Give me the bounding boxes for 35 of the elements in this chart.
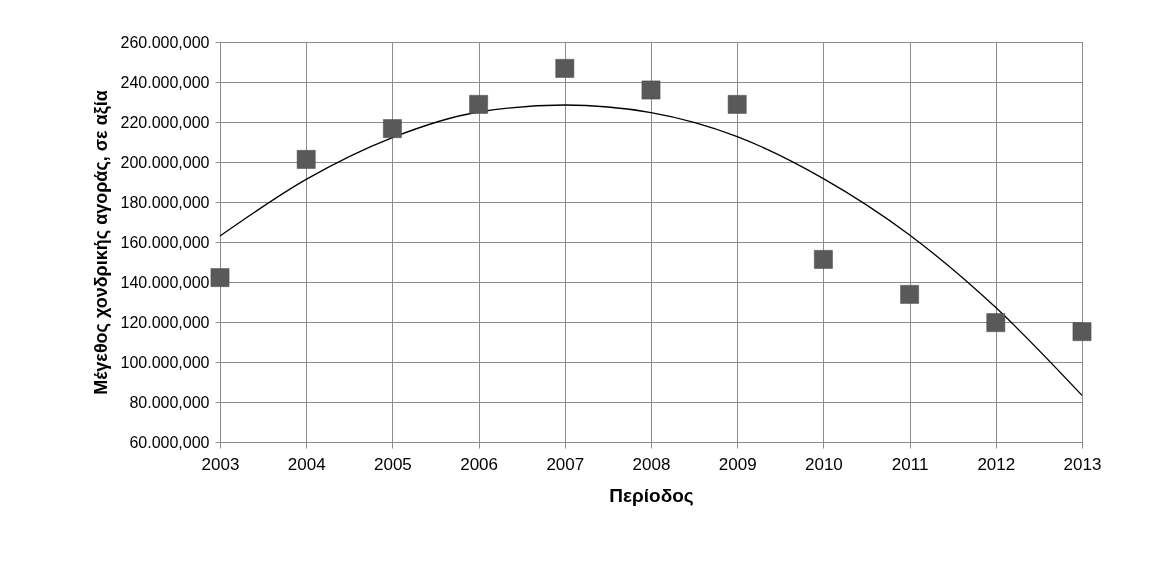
y-tick-label: 260.000,000: [120, 33, 210, 51]
x-tick-label: 2013: [1063, 454, 1102, 474]
x-tick-label: 2012: [977, 454, 1016, 474]
x-tick-label: 2010: [804, 454, 843, 474]
point: [383, 119, 402, 138]
point: [210, 268, 230, 287]
y-tick-label: 220.000,000: [120, 113, 210, 131]
point: [814, 250, 833, 269]
x-tick-label: 2011: [891, 454, 929, 474]
x-tick-label: 2007: [546, 454, 585, 474]
x-tick-label: 2008: [632, 454, 671, 474]
x-tick-label: 2005: [373, 454, 412, 474]
x-tick-label: 2003: [201, 454, 240, 474]
x-tick-label: 2006: [460, 454, 499, 474]
y-tick-label: 120.000,000: [120, 313, 210, 331]
y-axis-title: Μέγεθος χονδρικής αγοράς, σε αξία: [90, 90, 112, 395]
point: [469, 95, 488, 114]
y-tick-label: 200.000,000: [120, 153, 210, 171]
point: [900, 285, 919, 304]
y-tick-label: 140.000,000: [120, 273, 210, 291]
point: [641, 80, 661, 100]
y-tick-label: 60.000,000: [129, 433, 210, 451]
x-axis-title: Περίοδος: [609, 484, 694, 506]
y-tick-label: 160.000,000: [120, 233, 210, 251]
y-tick-label: 180.000,000: [120, 193, 210, 211]
point: [1072, 322, 1092, 341]
x-tick-label: 2004: [287, 454, 326, 474]
y-tick-label: 240.000,000: [120, 73, 210, 91]
point: [555, 59, 575, 78]
point: [727, 95, 747, 114]
point: [296, 150, 316, 169]
y-tick-label: 100.000,000: [120, 353, 210, 371]
y-tick-label: 80.000,000: [129, 393, 210, 411]
point: [986, 313, 1006, 332]
x-tick-label: 2009: [718, 454, 757, 474]
